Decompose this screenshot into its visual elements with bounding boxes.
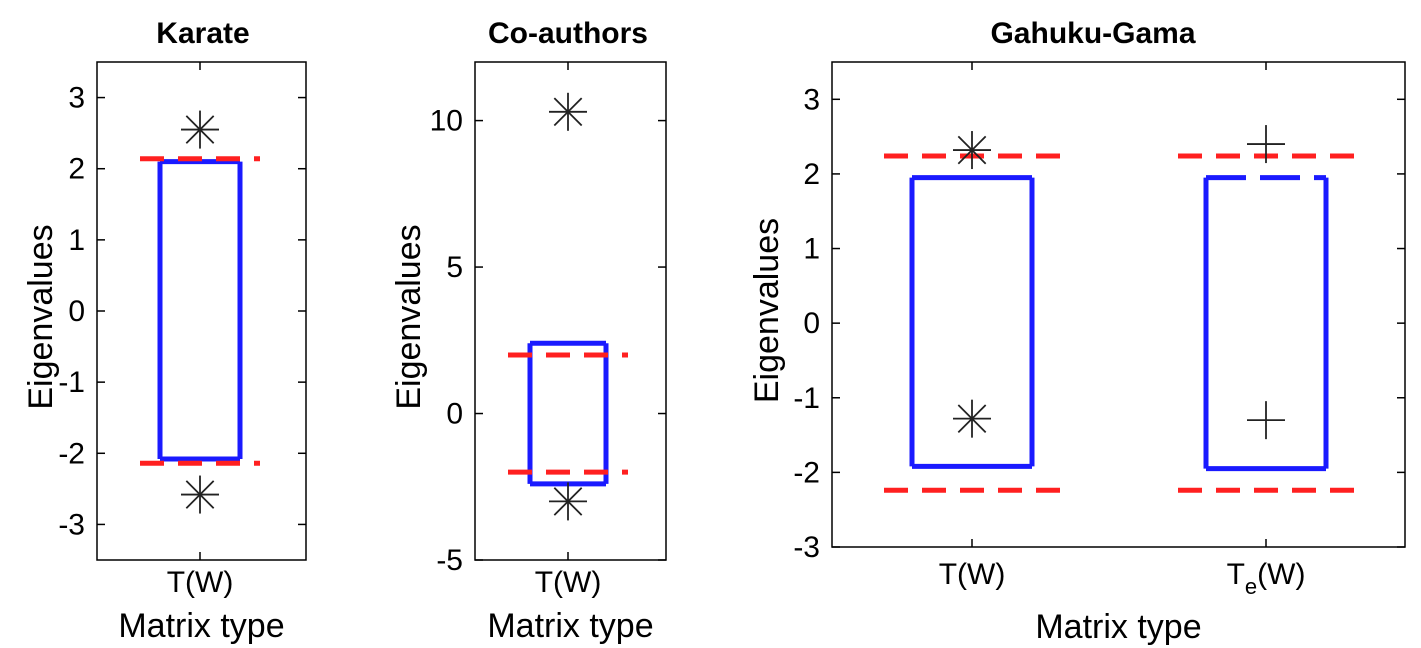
category-label: Te(W)	[1227, 558, 1306, 599]
panel-1: Co-authors 10 5 0 -5 Eigenvalues Matrix type T(…	[390, 17, 667, 645]
panel-title: Karate	[156, 17, 249, 50]
category-label: T(W)	[939, 558, 1006, 591]
y-tick-label: 1	[803, 233, 820, 266]
spectrum-box	[1203, 175, 1329, 472]
y-tick-label: 2	[68, 153, 85, 186]
y-tick-label: 10	[430, 105, 463, 138]
y-tick-label: 2	[803, 158, 820, 191]
y-tick-label: 3	[803, 83, 820, 116]
x-axis-label: Matrix type	[487, 607, 653, 645]
y-tick-label: -1	[58, 366, 85, 399]
axes-frame	[474, 61, 667, 561]
y-tick-label: 0	[446, 398, 463, 431]
y-axis-label: Eigenvalues	[22, 224, 60, 409]
panel-0: Karate 3 2 1 0 -1 -2 -3 Eigenvalues Matrix type T(…	[22, 17, 307, 645]
axes-frame	[831, 61, 1406, 548]
y-axis-label: Eigenvalues	[748, 218, 786, 403]
spectrum-box	[909, 175, 1035, 469]
y-tick-label: -2	[58, 437, 85, 470]
asterisk-marker	[549, 482, 587, 521]
y-tick-label: -2	[793, 456, 820, 489]
y-tick-label: -1	[793, 382, 820, 415]
y-tick-label: 0	[68, 295, 85, 328]
asterisk-marker	[181, 110, 219, 149]
panel-title: Co-authors	[488, 17, 648, 50]
x-axis-label: Matrix type	[118, 607, 284, 645]
asterisk-marker	[953, 131, 991, 170]
category-label: T(W)	[535, 566, 602, 599]
y-tick-label: -3	[793, 531, 820, 564]
axes-frame	[96, 61, 307, 561]
plus-marker	[1247, 401, 1285, 440]
y-axis-label: Eigenvalues	[390, 224, 428, 409]
spectrum-box	[527, 340, 609, 487]
x-axis-label: Matrix type	[1035, 608, 1201, 646]
spectrum-box	[157, 159, 243, 462]
asterisk-marker	[549, 92, 587, 131]
y-tick-label: 0	[803, 307, 820, 340]
y-tick-label: 1	[68, 224, 85, 257]
panel-2: Gahuku-Gama 3 2 1 0 -1 -2 -3 Eigenvalues Matrix t…	[748, 17, 1406, 646]
y-tick-label: -3	[58, 508, 85, 541]
plus-marker	[1247, 125, 1285, 164]
y-tick-label: -5	[436, 544, 463, 577]
category-label: T(W)	[167, 566, 234, 599]
y-tick-label: 3	[68, 82, 85, 115]
y-tick-label: 5	[446, 251, 463, 284]
panel-title: Gahuku-Gama	[990, 17, 1195, 50]
asterisk-marker	[181, 475, 219, 514]
asterisk-marker	[953, 399, 991, 438]
